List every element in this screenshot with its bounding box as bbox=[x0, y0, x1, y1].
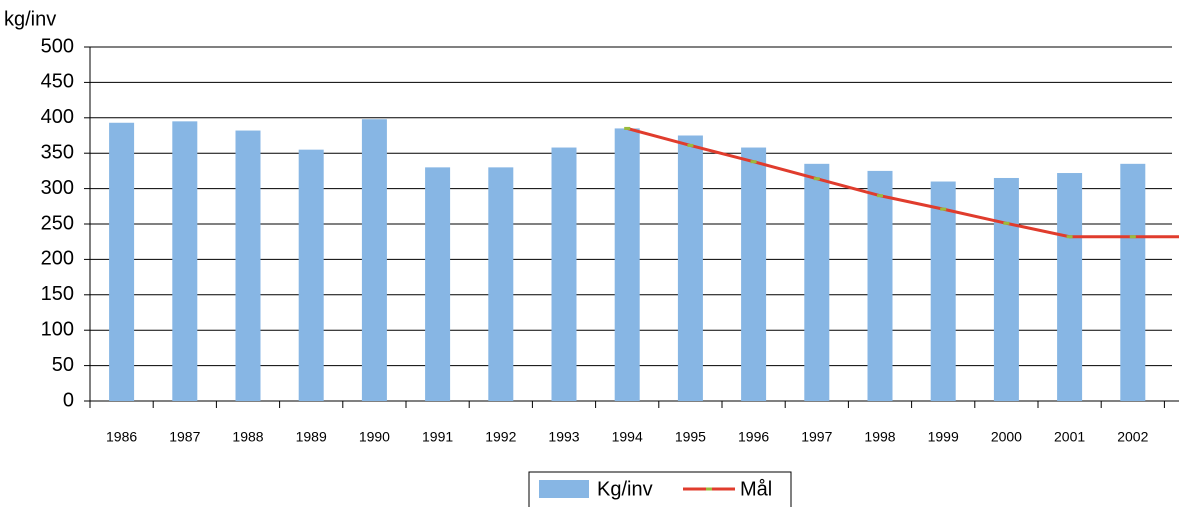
line-marker bbox=[877, 194, 883, 198]
bar bbox=[930, 181, 956, 401]
x-tick-label: 1996 bbox=[738, 429, 769, 445]
y-tick-label: 350 bbox=[41, 141, 74, 163]
line-marker bbox=[813, 177, 820, 181]
y-tick-label: 100 bbox=[41, 318, 74, 340]
bar bbox=[741, 147, 767, 401]
x-tick-label: 1998 bbox=[864, 429, 895, 445]
x-tick-label: 1991 bbox=[422, 429, 453, 445]
y-tick-label: 200 bbox=[41, 248, 74, 270]
bar bbox=[488, 167, 514, 401]
legend-marker bbox=[706, 487, 712, 491]
bar bbox=[298, 149, 324, 401]
x-tick-label: 1992 bbox=[485, 429, 516, 445]
line-marker bbox=[624, 126, 631, 130]
line-marker bbox=[687, 143, 694, 147]
line-marker bbox=[1066, 235, 1073, 239]
x-tick-label: 2000 bbox=[991, 429, 1022, 445]
bar bbox=[425, 167, 451, 401]
x-tick-label: 1994 bbox=[612, 429, 643, 445]
bar bbox=[109, 122, 135, 402]
target-line bbox=[626, 126, 1179, 239]
legend-box bbox=[528, 471, 792, 507]
bar bbox=[804, 163, 830, 401]
x-tick-label: 1989 bbox=[296, 429, 327, 445]
y-tick-label: 500 bbox=[41, 35, 74, 57]
bar bbox=[614, 128, 640, 402]
bar bbox=[235, 130, 261, 401]
x-tick-label: 1987 bbox=[169, 429, 200, 445]
bar bbox=[993, 177, 1019, 401]
y-tick-label: 50 bbox=[52, 354, 74, 376]
x-tick-label: 1988 bbox=[232, 429, 263, 445]
line-marker bbox=[750, 160, 757, 164]
x-tick-label: 1986 bbox=[106, 429, 137, 445]
bar bbox=[1057, 173, 1083, 401]
line-marker bbox=[1129, 235, 1136, 239]
legend-label: Mål bbox=[740, 478, 772, 500]
y-tick-label: 400 bbox=[41, 106, 74, 128]
legend: Kg/inv Mål bbox=[528, 471, 792, 507]
bar bbox=[551, 147, 577, 401]
x-tick-label: 2001 bbox=[1054, 429, 1085, 445]
x-tick-label: 1990 bbox=[359, 429, 390, 445]
line-marker bbox=[940, 207, 947, 211]
bar bbox=[361, 119, 387, 401]
bar bbox=[172, 121, 198, 401]
y-tick-label: 300 bbox=[41, 177, 74, 199]
x-tick-label: 1999 bbox=[928, 429, 959, 445]
x-tick-label: 1997 bbox=[801, 429, 832, 445]
x-tick-label: 2002 bbox=[1117, 429, 1148, 445]
legend-swatch bbox=[539, 480, 589, 498]
bar bbox=[867, 170, 893, 401]
y-tick-label: 450 bbox=[41, 71, 74, 93]
y-tick-label: 0 bbox=[63, 389, 74, 411]
x-tick-label: 1993 bbox=[548, 429, 579, 445]
bar bbox=[677, 135, 703, 401]
line-marker bbox=[1003, 221, 1010, 225]
legend-label: Kg/inv bbox=[597, 478, 653, 500]
bar bbox=[1120, 163, 1146, 401]
y-axis-label: kg/inv bbox=[4, 8, 56, 30]
y-tick-label: 250 bbox=[41, 212, 74, 234]
x-tick-label: 1995 bbox=[675, 429, 706, 445]
y-tick-label: 150 bbox=[41, 283, 74, 305]
